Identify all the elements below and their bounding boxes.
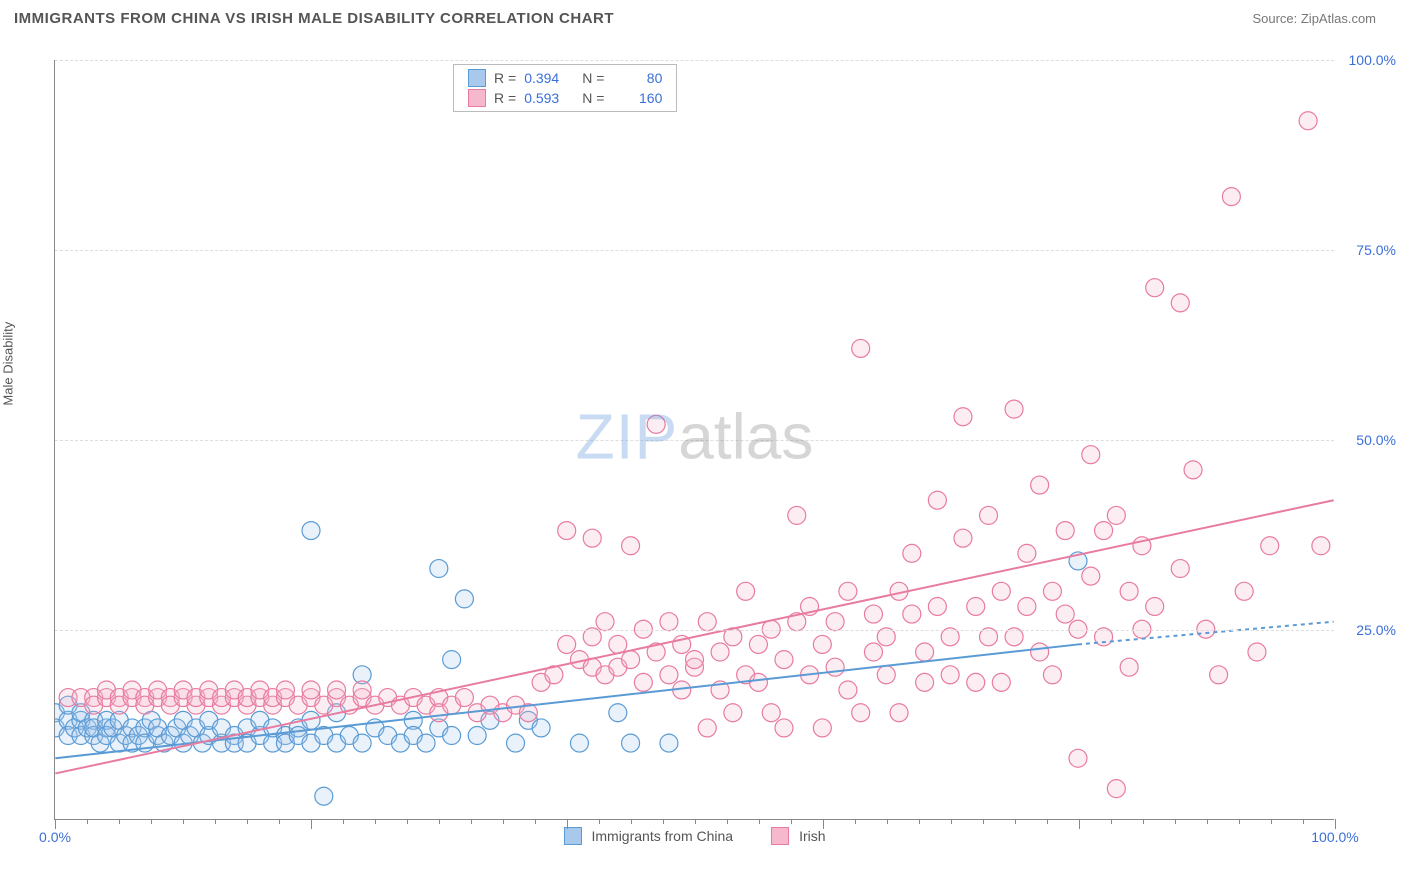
x-tick — [855, 819, 856, 824]
gridline — [55, 630, 1334, 631]
x-tick — [727, 819, 728, 824]
y-tick-label: 25.0% — [1356, 622, 1396, 638]
x-tick — [215, 819, 216, 824]
x-tick-label-right: 100.0% — [1311, 829, 1358, 845]
x-tick — [119, 819, 120, 824]
x-tick — [791, 819, 792, 824]
x-tick — [759, 819, 760, 824]
x-tick — [1047, 819, 1048, 824]
x-tick — [951, 819, 952, 824]
x-tick — [1207, 819, 1208, 824]
swatch-irish-bottom — [771, 827, 789, 845]
legend-label-china: Immigrants from China — [591, 828, 733, 844]
x-tick — [279, 819, 280, 824]
x-tick — [1079, 819, 1080, 829]
x-tick — [503, 819, 504, 824]
x-tick — [1271, 819, 1272, 824]
x-tick — [151, 819, 152, 824]
x-tick — [1111, 819, 1112, 824]
x-tick — [887, 819, 888, 824]
x-tick — [87, 819, 88, 824]
x-tick — [535, 819, 536, 824]
x-tick — [695, 819, 696, 824]
y-tick-label: 50.0% — [1356, 432, 1396, 448]
swatch-china-bottom — [563, 827, 581, 845]
gridline — [55, 440, 1334, 441]
trend-line — [55, 500, 1333, 773]
x-tick — [983, 819, 984, 824]
trend-line-extension — [1078, 622, 1334, 645]
source-label: Source: ZipAtlas.com — [1252, 11, 1376, 26]
x-tick — [631, 819, 632, 824]
x-tick — [247, 819, 248, 824]
y-tick-label: 100.0% — [1349, 52, 1396, 68]
x-tick — [407, 819, 408, 824]
x-tick — [599, 819, 600, 824]
x-tick — [919, 819, 920, 824]
series-legend: Immigrants from China Irish — [563, 827, 825, 845]
x-tick — [1239, 819, 1240, 824]
x-tick — [663, 819, 664, 824]
x-tick — [1015, 819, 1016, 824]
x-tick — [1175, 819, 1176, 824]
legend-label-irish: Irish — [799, 828, 825, 844]
gridline — [55, 250, 1334, 251]
x-tick — [823, 819, 824, 829]
x-tick — [567, 819, 568, 829]
x-tick — [343, 819, 344, 824]
y-tick-label: 75.0% — [1356, 242, 1396, 258]
x-tick — [375, 819, 376, 824]
header: IMMIGRANTS FROM CHINA VS IRISH MALE DISA… — [0, 0, 1406, 37]
chart-container: Male Disability ZIPatlas R = 0.394 N = 8… — [14, 40, 1392, 840]
x-tick — [471, 819, 472, 824]
plot-area: ZIPatlas R = 0.394 N = 80 R = 0.593 N = … — [54, 60, 1334, 820]
x-tick — [55, 819, 56, 829]
x-tick — [1303, 819, 1304, 824]
gridline — [55, 60, 1334, 61]
x-tick — [311, 819, 312, 829]
x-tick — [1335, 819, 1336, 829]
chart-title: IMMIGRANTS FROM CHINA VS IRISH MALE DISA… — [14, 10, 614, 27]
y-axis-label: Male Disability — [1, 322, 16, 406]
x-tick-label-left: 0.0% — [39, 829, 71, 845]
x-tick — [183, 819, 184, 824]
x-tick — [439, 819, 440, 824]
x-tick — [1143, 819, 1144, 824]
